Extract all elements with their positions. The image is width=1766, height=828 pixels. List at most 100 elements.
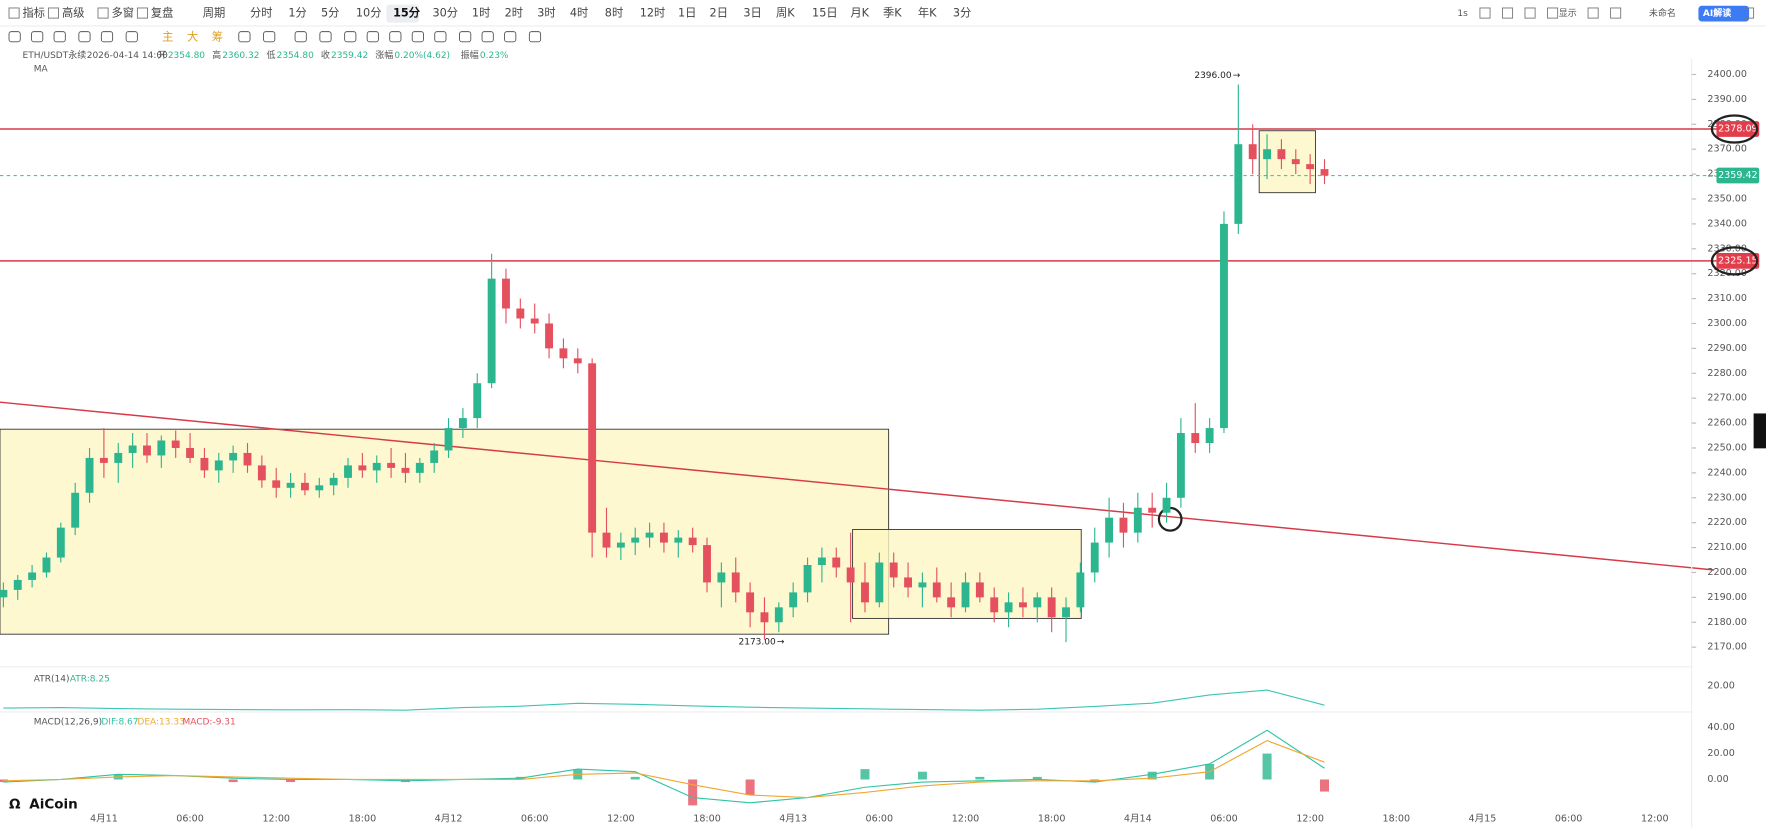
drawing-tool[interactable] — [528, 31, 542, 43]
period-button[interactable]: 15日 — [812, 7, 838, 20]
drawing-tool[interactable] — [411, 31, 424, 43]
period-button[interactable]: 30分 — [432, 7, 458, 20]
toolbar-icon[interactable] — [1524, 7, 1536, 19]
side-tab[interactable] — [1753, 413, 1766, 449]
period-button[interactable]: 3分 — [953, 7, 971, 20]
drawing-tool[interactable] — [344, 31, 357, 43]
drawing-tool[interactable] — [389, 31, 402, 43]
period-button[interactable]: 2日 — [710, 7, 728, 20]
info-label: 涨幅 — [375, 49, 393, 61]
macd-bar — [286, 779, 296, 783]
candle-body — [602, 532, 611, 548]
info-label: 开 — [158, 50, 167, 61]
toolbar-right[interactable]: 未命名 — [1649, 7, 1676, 19]
toolbar-icon[interactable] — [1502, 7, 1514, 19]
period-button[interactable]: 8时 — [605, 7, 623, 20]
tool-toggle[interactable]: 主 — [162, 30, 173, 43]
drawing-tool[interactable] — [319, 31, 332, 43]
candle-body — [1291, 159, 1300, 165]
toolbar-button[interactable]: 复盘 — [151, 6, 174, 20]
candle-body — [932, 582, 941, 598]
period-button[interactable]: 3时 — [537, 7, 555, 20]
toolbar-button[interactable]: 高级 — [62, 6, 85, 20]
drawing-tool[interactable] — [8, 31, 21, 43]
candle-body — [171, 440, 180, 448]
drawing-tool[interactable] — [459, 31, 472, 43]
period-button[interactable]: 2时 — [505, 7, 523, 20]
candle-body — [85, 457, 94, 493]
toolbar-icon[interactable] — [1547, 7, 1559, 19]
macd-dif-label: DIF:8.67 — [101, 718, 138, 728]
candle-body — [573, 358, 582, 364]
period-button[interactable]: 月K — [850, 7, 869, 20]
candle-body — [143, 445, 151, 456]
toolbar-icon[interactable] — [1587, 7, 1599, 19]
toolbar-button[interactable]: 多窗 — [112, 6, 135, 20]
y-tick-label: 2370.00 — [1707, 144, 1747, 155]
macd-bar — [1032, 776, 1042, 780]
candle-body — [401, 467, 410, 473]
tool-toggle[interactable]: 大 — [187, 29, 198, 43]
x-tick-label: 18:00 — [349, 813, 377, 824]
drawing-tool[interactable] — [31, 31, 44, 43]
candle-body — [1105, 517, 1114, 543]
period-button[interactable]: 年K — [918, 6, 937, 20]
y-tick-label: 2170.00 — [1707, 642, 1747, 653]
period-button[interactable]: 12时 — [640, 7, 666, 20]
period-button[interactable]: 分时 — [250, 7, 273, 20]
drawing-tool[interactable] — [366, 31, 379, 43]
candle-body — [904, 577, 913, 588]
y-tick-label: 2200.00 — [1707, 567, 1747, 578]
y-tick-label: 2350.00 — [1707, 193, 1747, 204]
toolbar-icon — [97, 7, 109, 19]
candle-body — [13, 579, 22, 590]
drawing-tool[interactable] — [53, 31, 66, 43]
period-button[interactable]: 15分 — [393, 6, 421, 20]
candle-body — [789, 592, 798, 608]
period-button[interactable]: 1时 — [472, 7, 490, 20]
candle-body — [1306, 164, 1315, 170]
macd-bar — [917, 771, 927, 780]
candle-body — [344, 465, 352, 478]
x-tick-label: 06:00 — [1555, 813, 1583, 824]
drawing-tool[interactable] — [504, 31, 517, 43]
period-button[interactable]: 周K — [776, 7, 795, 20]
tool-toggle[interactable]: 筹 — [212, 29, 223, 43]
period-button[interactable]: 4时 — [570, 7, 588, 20]
period-menu[interactable]: 周期 — [203, 7, 226, 20]
drawing-tool[interactable] — [78, 31, 91, 43]
drawing-tool[interactable] — [100, 31, 114, 43]
candle-body — [1176, 433, 1185, 498]
ai-button[interactable] — [1698, 5, 1750, 22]
period-button[interactable]: 季K — [883, 7, 902, 20]
toolbar-icon — [8, 7, 20, 19]
candle-body — [545, 323, 554, 349]
candle-body — [1234, 144, 1243, 224]
candle-body — [846, 567, 855, 583]
toolbar-button[interactable]: 指标 — [23, 6, 46, 20]
drawing-tool[interactable] — [125, 31, 138, 43]
drawing-tool[interactable] — [238, 31, 251, 43]
candle-body — [272, 480, 281, 488]
period-button[interactable]: 3日 — [743, 7, 761, 20]
drawing-tool[interactable] — [263, 31, 276, 43]
toolbar-icon[interactable] — [1743, 7, 1755, 19]
period-button[interactable]: 10分 — [356, 7, 382, 20]
toolbar-right[interactable]: AI解读 — [1703, 7, 1731, 19]
toolbar-icon[interactable] — [1479, 7, 1491, 19]
candle-body — [559, 348, 568, 359]
x-tick-label: 06:00 — [866, 813, 894, 824]
drawing-tool[interactable] — [294, 31, 307, 43]
period-button[interactable]: 1日 — [678, 7, 696, 20]
macd-dea-label: DEA:13.33 — [137, 718, 184, 728]
toolbar-right[interactable]: 1s — [1457, 9, 1468, 19]
period-button[interactable]: 5分 — [321, 7, 339, 20]
drawing-tool[interactable] — [481, 31, 494, 43]
last-price-label: 2359.42 — [1718, 170, 1758, 181]
period-button[interactable]: 1分 — [288, 7, 306, 20]
toolbar-right[interactable]: 显示 — [1559, 8, 1577, 19]
toolbar-icon[interactable] — [1610, 7, 1622, 19]
macd-tick-label: 0.00 — [1707, 774, 1728, 785]
drawing-tool[interactable] — [434, 31, 447, 43]
